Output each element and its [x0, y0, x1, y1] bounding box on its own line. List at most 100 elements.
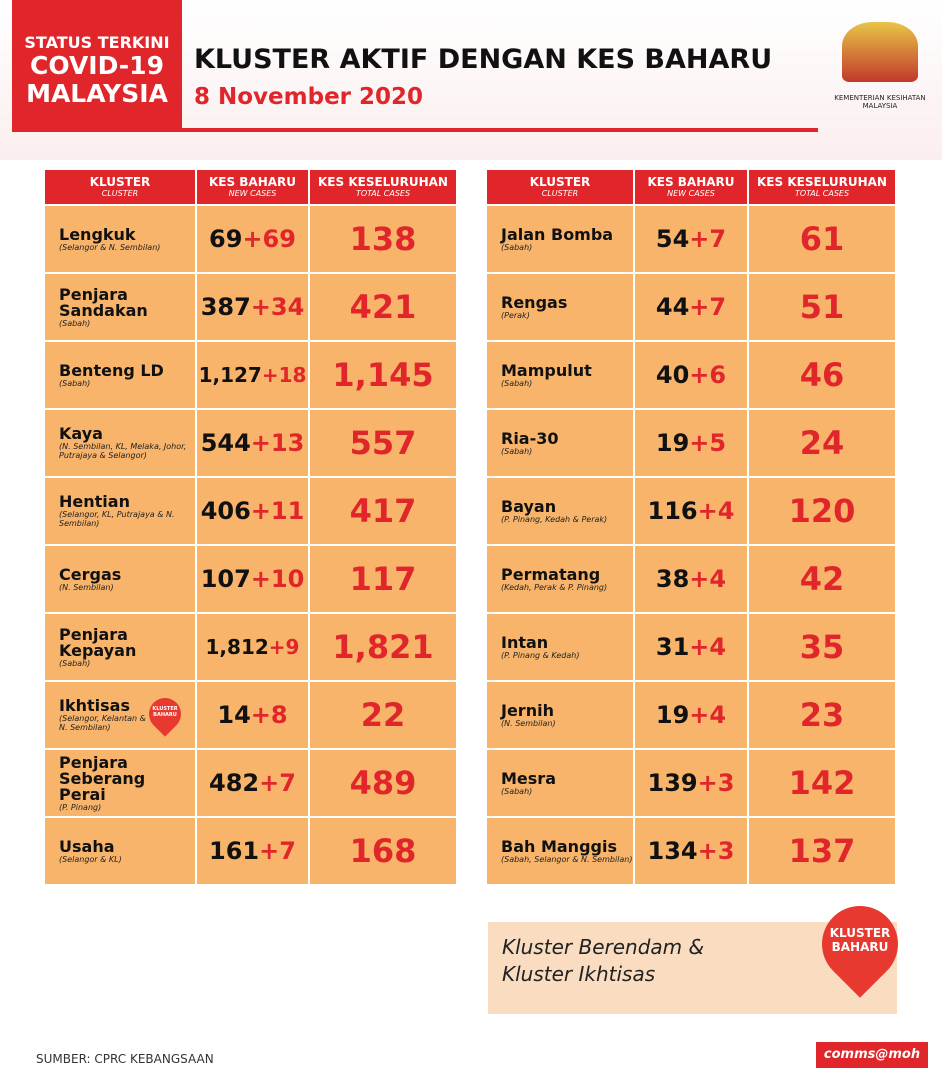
cluster-location: (Sabah) — [59, 318, 91, 328]
total-cases: 557 — [349, 424, 417, 462]
total-cases-cell: 117 — [310, 546, 456, 612]
cluster-location: (Kedah, Perak & P. Pinang) — [501, 582, 608, 592]
previous-cases: 31 — [655, 633, 690, 661]
cluster-location: (P. Pinang, Kedah & Perak) — [501, 514, 608, 524]
total-cases-cell: 51 — [749, 274, 895, 340]
cluster-name: Mesra — [501, 768, 556, 788]
cluster-name: Bah Manggis — [501, 836, 617, 856]
new-cases-cell: 19 +5 — [635, 410, 747, 476]
badge-line: STATUS TERKINI — [24, 33, 170, 52]
cluster-location: (N. Sembilan) — [501, 718, 556, 728]
total-cases-cell: 120 — [749, 478, 895, 544]
new-cases: +69 — [242, 225, 296, 253]
header-text: KES BAHARU — [647, 175, 735, 189]
header-subtext: NEW CASES — [228, 189, 277, 198]
header-text: KLUSTER — [89, 175, 151, 189]
total-cases: 46 — [799, 356, 845, 394]
cluster-location: (N. Sembilan) — [59, 582, 114, 592]
column-header: KES KESELURUHAN TOTAL CASES — [310, 170, 456, 204]
new-cases-cell: 161 +7 — [197, 818, 308, 884]
new-cases-cell: 116 +4 — [635, 478, 747, 544]
new-cases-cell: 14 +8 — [197, 682, 308, 748]
cluster-location: (Perak) — [501, 310, 530, 320]
cluster-location: (Selangor, Kelantan & N. Sembilan) — [59, 714, 146, 732]
cluster-info: Mampulut (Sabah) — [501, 360, 633, 388]
total-cases: 1,821 — [332, 628, 434, 666]
total-cases-cell: 61 — [749, 206, 895, 272]
cluster-name: Mampulut — [501, 360, 592, 380]
header-subtext: TOTAL CASES — [355, 189, 411, 198]
total-cases: 137 — [788, 832, 856, 870]
new-cases-cell: 387 +34 — [197, 274, 308, 340]
brand: comms@moh — [816, 1042, 928, 1068]
cluster-cell: Jernih (N. Sembilan) — [487, 682, 633, 748]
total-cases-cell: 1,821 — [310, 614, 456, 680]
total-cases-cell: 42 — [749, 546, 895, 612]
total-cases-cell: 35 — [749, 614, 895, 680]
new-cases: +11 — [250, 497, 305, 525]
new-cases: +6 — [689, 361, 727, 389]
cluster-info: Ria-30 (Sabah) — [501, 428, 633, 456]
previous-cases: 38 — [655, 565, 690, 593]
column-header: KLUSTER CLUSTER — [45, 170, 195, 204]
pin-label: KLUSTER BAHARU — [829, 926, 891, 954]
new-cases: +4 — [697, 497, 735, 525]
total-cases: 51 — [799, 288, 845, 326]
previous-cases: 1,812 — [205, 635, 269, 659]
previous-cases: 19 — [655, 429, 690, 457]
column-header: KLUSTER CLUSTER — [487, 170, 633, 204]
total-cases-cell: 137 — [749, 818, 895, 884]
cluster-cell: Kaya (N. Sembilan, KL, Melaka, Johor, Put… — [45, 410, 195, 476]
new-cases-cell: 38 +4 — [635, 546, 747, 612]
previous-cases: 116 — [647, 497, 698, 525]
note-line: Kluster Berendam & — [502, 935, 705, 959]
header-rule — [182, 128, 818, 132]
cluster-cell: Permatang (Kedah, Perak & P. Pinang) — [487, 546, 633, 612]
total-cases-cell: 24 — [749, 410, 895, 476]
cluster-name: Penjara Seberang Perai — [59, 752, 146, 804]
cluster-name: Usaha — [59, 836, 115, 856]
new-cases: +4 — [689, 633, 727, 661]
previous-cases: 482 — [209, 769, 260, 797]
cluster-name: Penjara Sandakan — [59, 284, 148, 320]
total-cases-cell: 138 — [310, 206, 456, 272]
previous-cases: 1,127 — [198, 363, 262, 387]
cluster-cell: Ria-30 (Sabah) — [487, 410, 633, 476]
new-cases: +3 — [697, 769, 735, 797]
cluster-name: Rengas — [501, 292, 568, 312]
total-cases: 138 — [349, 220, 417, 258]
new-cases: +10 — [250, 565, 305, 593]
new-cases: +4 — [689, 565, 727, 593]
total-cases: 42 — [799, 560, 845, 598]
cluster-cell: Penjara Sandakan (Sabah) — [45, 274, 195, 340]
total-cases: 120 — [788, 492, 856, 530]
new-cases-cell: 482 +7 — [197, 750, 308, 816]
new-cases-cell: 139 +3 — [635, 750, 747, 816]
cluster-info: Intan (P. Pinang & Kedah) — [501, 634, 633, 660]
new-cases: +18 — [261, 363, 307, 387]
cluster-cell: Benteng LD (Sabah) — [45, 342, 195, 408]
cluster-location: (Selangor, KL, Putrajaya & N. Sembilan) — [59, 510, 175, 528]
date: 8 November 2020 — [194, 84, 424, 110]
previous-cases: 54 — [655, 225, 690, 253]
cluster-location: (Sabah) — [501, 786, 533, 796]
cluster-name: Penjara Kepayan — [59, 624, 137, 660]
cluster-location: (Sabah) — [501, 446, 533, 456]
ministry: KEMENTERIAN KESIHATAN MALAYSIA — [834, 94, 926, 110]
total-cases-cell: 22 — [310, 682, 456, 748]
cluster-location: (P. Pinang & Kedah) — [501, 650, 580, 660]
cluster-cell: Ikhtisas (Selangor, Kelantan & N. Sembila… — [45, 682, 195, 748]
cluster-name: Permatang — [501, 564, 601, 584]
total-cases-cell: 557 — [310, 410, 456, 476]
new-cases: +5 — [689, 429, 727, 457]
cluster-location: (N. Sembilan, KL, Melaka, Johor, Putraja… — [59, 442, 187, 460]
new-cases: +13 — [250, 429, 305, 457]
cluster-info: Penjara Sandakan (Sabah) — [59, 284, 191, 328]
cluster-cell: Lengkuk (Selangor & N. Sembilan) — [45, 206, 195, 272]
new-cases: +4 — [689, 701, 727, 729]
total-cases-cell: 489 — [310, 750, 456, 816]
cluster-name: Ria-30 — [501, 428, 559, 448]
new-cases-cell: 406 +11 — [197, 478, 308, 544]
previous-cases: 406 — [200, 497, 251, 525]
